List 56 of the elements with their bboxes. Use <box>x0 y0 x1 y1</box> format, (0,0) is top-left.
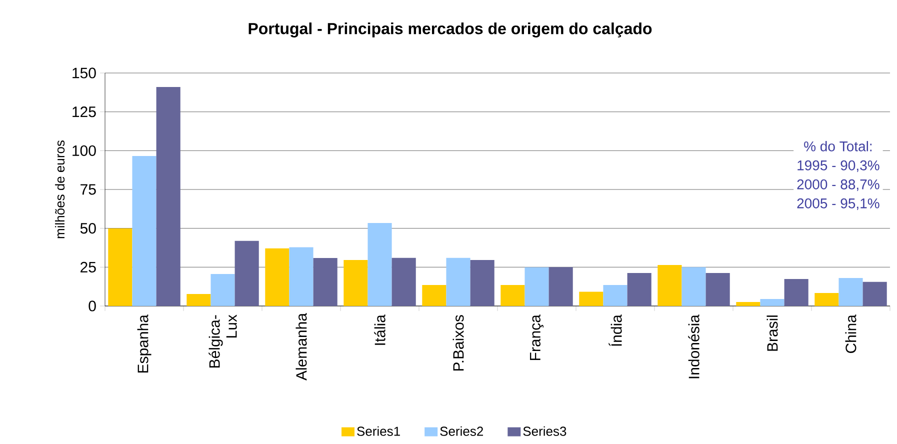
annotation: % do Total: <box>804 141 872 152</box>
x-tick-label: China <box>845 314 856 353</box>
bar <box>132 156 156 306</box>
bar <box>210 274 235 306</box>
legend-label: Series2 <box>440 426 483 436</box>
bar <box>784 278 808 306</box>
bar <box>156 86 180 306</box>
bar <box>814 292 839 306</box>
x-tick-label: Itália <box>374 314 386 345</box>
y-tick-label: 150 <box>72 68 96 78</box>
bar <box>658 264 682 306</box>
legend-label: Series3 <box>523 426 566 436</box>
bar <box>706 273 730 306</box>
bar <box>682 267 706 306</box>
bar <box>603 285 628 306</box>
bar <box>186 294 211 306</box>
bar <box>500 285 525 306</box>
x-tick-label: Indonésia <box>688 314 700 378</box>
x-tick-label: Espanha <box>137 314 152 373</box>
y-tick-label: 100 <box>72 145 96 156</box>
bar <box>392 258 416 306</box>
bar <box>289 247 314 306</box>
x-tick-label: Alemanha <box>296 312 307 380</box>
bar <box>524 267 549 306</box>
y-axis-title: milhões de euros <box>55 140 65 238</box>
x-tick-label: Índia <box>608 314 622 346</box>
x-tick-label: Bélgica-Lux <box>208 314 237 368</box>
bar <box>548 267 573 306</box>
y-tick-label: 75 <box>80 184 96 195</box>
bar <box>234 240 259 306</box>
annotation: 2000 - 88,7% <box>797 179 880 191</box>
x-tick-label: França <box>530 314 544 360</box>
bar <box>760 299 784 306</box>
bar <box>862 282 887 306</box>
y-tick-label: 50 <box>80 223 96 234</box>
bar <box>368 223 392 306</box>
bar <box>736 302 760 306</box>
y-tick-label: 125 <box>72 106 96 118</box>
bar <box>838 278 863 306</box>
bar <box>313 258 338 306</box>
bar <box>422 285 446 306</box>
bar <box>108 228 132 306</box>
x-tick-label: Brasil <box>766 316 778 351</box>
legend-label: Series1 <box>357 426 400 436</box>
x-tick-label: P.Baixos <box>452 315 464 371</box>
annotation: 1995 - 90,3% <box>798 160 880 172</box>
y-tick-label: 25 <box>80 262 96 272</box>
bar <box>470 260 494 306</box>
bar <box>627 273 652 306</box>
y-tick-label: 0 <box>88 300 96 312</box>
bar <box>446 258 470 306</box>
bar <box>265 248 290 306</box>
bar <box>344 260 368 306</box>
annotation: 2005 - 95,1% <box>797 198 880 210</box>
bar <box>579 292 604 306</box>
chart-title: Portugal - Principais mercados de origem do calçado <box>248 22 652 38</box>
